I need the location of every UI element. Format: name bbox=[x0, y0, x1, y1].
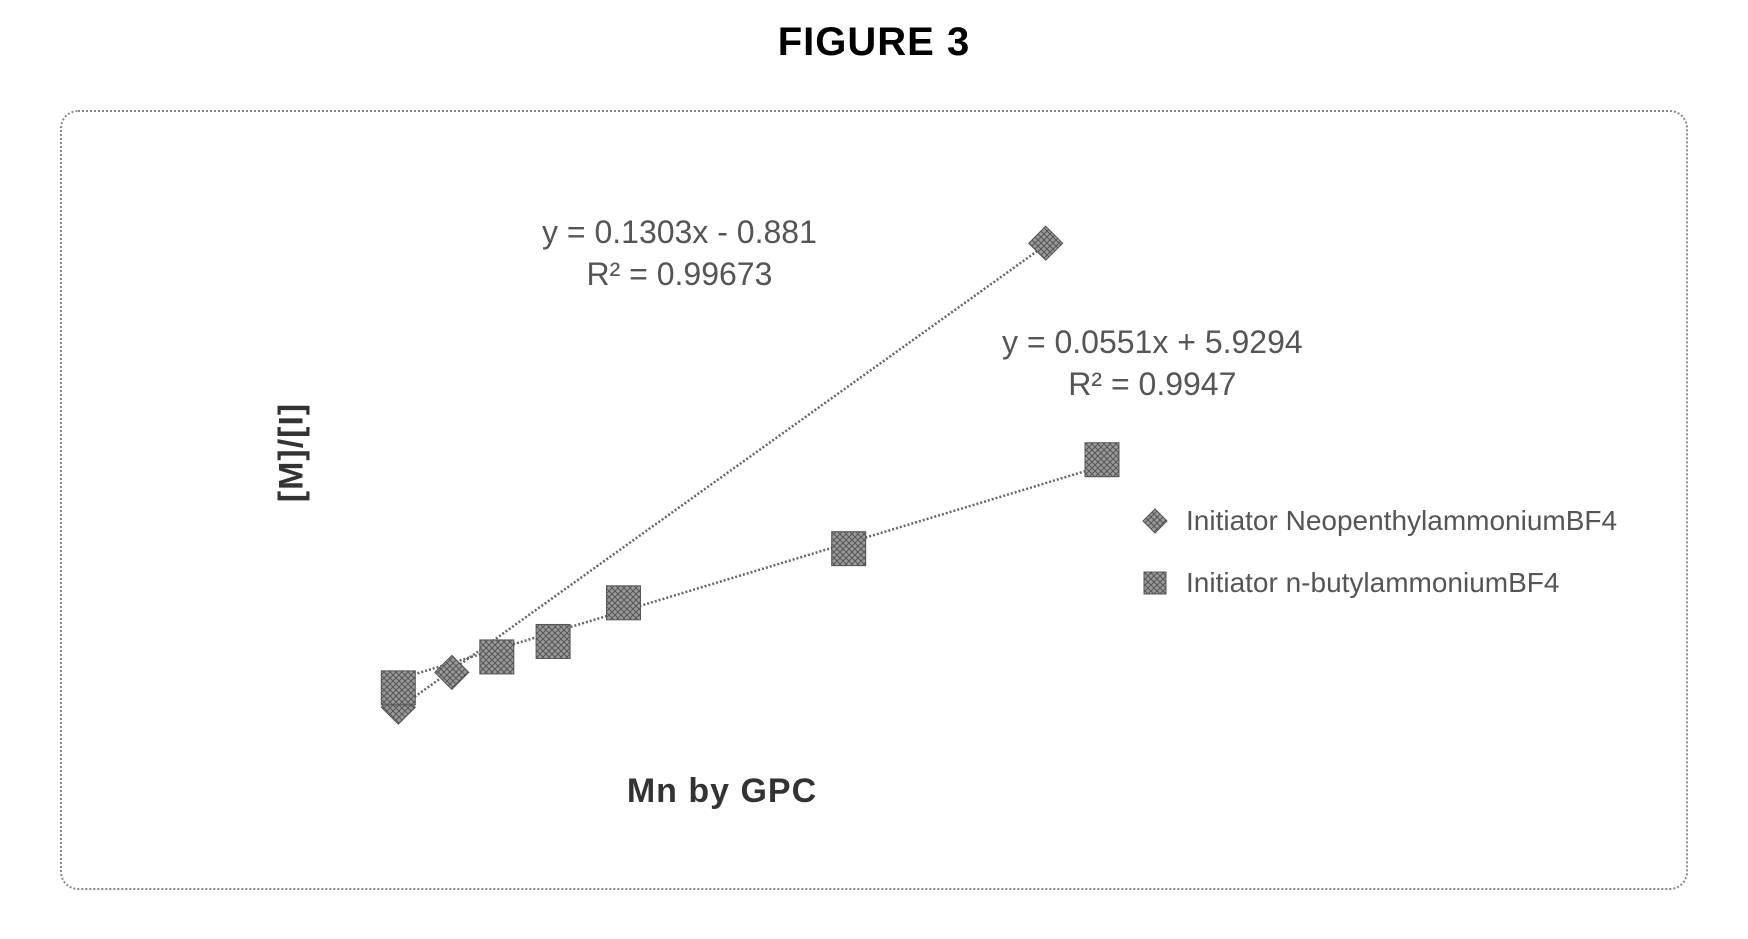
legend-label: Initiator n-butylammoniumBF4 bbox=[1186, 564, 1559, 602]
data-point-square bbox=[381, 671, 415, 705]
square-icon bbox=[1142, 570, 1168, 596]
legend: Initiator NeopenthylammoniumBF4 Initiato… bbox=[1142, 502, 1662, 626]
legend-item-nbutyl: Initiator n-butylammoniumBF4 bbox=[1142, 564, 1662, 602]
data-point-square bbox=[606, 586, 640, 620]
page: FIGURE 3 [M]/[I] Mn by GPC y = 0.13 bbox=[0, 0, 1748, 939]
y-axis-label-container: [M]/[I] bbox=[262, 162, 322, 742]
data-point-square bbox=[536, 624, 570, 658]
trendline-r2: R² = 0.9947 bbox=[1002, 364, 1303, 406]
x-axis-label: Mn by GPC bbox=[342, 772, 1102, 811]
data-point-diamond bbox=[1029, 226, 1063, 260]
figure-title: FIGURE 3 bbox=[0, 20, 1748, 65]
data-point-square bbox=[480, 640, 514, 674]
data-point-square bbox=[1085, 443, 1119, 477]
data-point-square bbox=[832, 532, 866, 566]
trendline-annotation-neopentyl: y = 0.1303x - 0.881 R² = 0.99673 bbox=[542, 212, 817, 295]
diamond-icon bbox=[1142, 508, 1168, 534]
trendline-equation: y = 0.1303x - 0.881 bbox=[542, 212, 817, 254]
trendline-r2: R² = 0.99673 bbox=[542, 254, 817, 296]
legend-item-neopentyl: Initiator NeopenthylammoniumBF4 bbox=[1142, 502, 1662, 540]
trendline-annotation-nbutyl: y = 0.0551x + 5.9294 R² = 0.9947 bbox=[1002, 322, 1303, 405]
trend-lines-group bbox=[398, 245, 1102, 709]
chart-panel: [M]/[I] Mn by GPC y = 0.1303x - 0.881 R²… bbox=[60, 110, 1688, 890]
trend-line-neopentyl bbox=[398, 245, 1045, 709]
legend-label: Initiator NeopenthylammoniumBF4 bbox=[1186, 502, 1617, 540]
data-points-group bbox=[381, 226, 1119, 724]
trendline-equation: y = 0.0551x + 5.9294 bbox=[1002, 322, 1303, 364]
y-axis-label: [M]/[I] bbox=[273, 402, 312, 502]
